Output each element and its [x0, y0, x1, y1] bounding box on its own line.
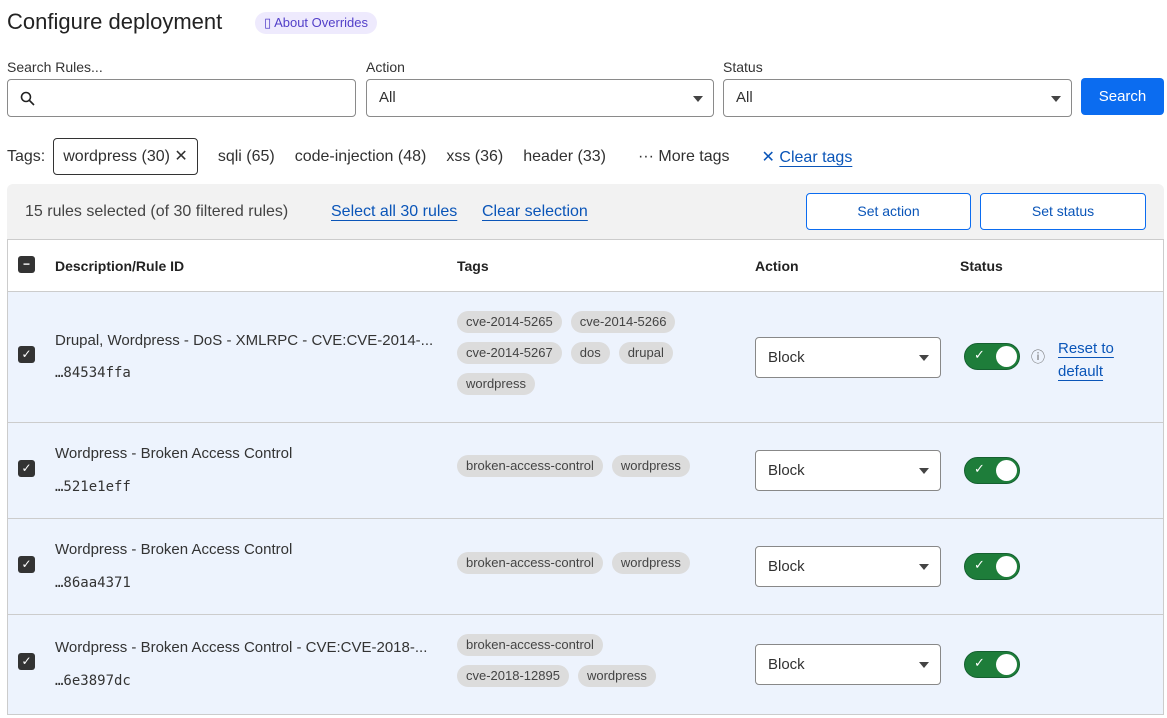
selection-summary: 15 rules selected (of 30 filtered rules) [25, 203, 289, 220]
caret-down-icon [919, 355, 929, 361]
row-checkbox[interactable]: ✓ [18, 346, 35, 363]
action-select[interactable]: Block [755, 644, 941, 685]
close-icon[interactable]: ✕ [174, 148, 188, 165]
rules-table: − Description/Rule ID Tags Action Status… [7, 239, 1164, 715]
rule-id: …521e1eff [55, 479, 131, 495]
tag-chip: cve-2014-5267 [457, 342, 562, 364]
ellipsis-icon: ··· [637, 147, 659, 165]
column-action: Action [755, 258, 799, 274]
search-input[interactable] [7, 79, 356, 117]
about-overrides-link[interactable]: ▯ About Overrides [255, 12, 377, 34]
more-tags-label: More tags [658, 147, 730, 165]
check-icon: ✓ [974, 655, 985, 670]
tag-option[interactable]: code-injection (48) [294, 147, 427, 165]
tag-chip: wordpress [457, 373, 535, 395]
row-checkbox[interactable]: ✓ [18, 556, 35, 573]
tag-chip: drupal [618, 342, 673, 364]
clear-selection-link[interactable]: Clear selection [482, 203, 588, 220]
action-value: Block [768, 656, 805, 673]
row-checkbox[interactable]: ✓ [18, 653, 35, 670]
select-all-checkbox[interactable]: − [18, 256, 35, 273]
check-icon: ✓ [974, 557, 985, 572]
caret-down-icon [919, 662, 929, 668]
status-toggle[interactable]: ✓ [964, 651, 1020, 678]
column-tags: Tags [457, 258, 489, 274]
status-label: Status [723, 59, 763, 75]
reset-to-default-link[interactable]: Reset to default [1058, 340, 1114, 380]
row-checkbox[interactable]: ✓ [18, 460, 35, 477]
action-select[interactable]: Block [755, 450, 941, 491]
set-action-button[interactable]: Set action [806, 193, 971, 230]
tag-chip: cve-2014-5265 [457, 311, 562, 333]
table-header: − Description/Rule ID Tags Action Status [8, 240, 1163, 292]
search-label: Search Rules... [7, 59, 103, 75]
status-toggle[interactable]: ✓ [964, 457, 1020, 484]
action-label: Action [366, 59, 405, 75]
check-icon: ✓ [974, 461, 985, 476]
tags-label: Tags: [7, 147, 46, 165]
select-all-link[interactable]: Select all 30 rules [331, 203, 458, 220]
more-tags-button[interactable]: ··· More tags [638, 148, 730, 166]
clear-tags-button[interactable]: ✕ Clear tags [762, 147, 853, 167]
set-status-button[interactable]: Set status [980, 193, 1146, 230]
rule-id: …6e3897dc [55, 673, 131, 689]
status-value: All [736, 89, 753, 106]
book-icon: ▯ [264, 15, 275, 30]
rule-description: Drupal, Wordpress - DoS - XMLRPC - CVE:C… [55, 332, 434, 349]
table-row: ✓ Drupal, Wordpress - DoS - XMLRPC - CVE… [8, 292, 1163, 423]
rule-description: Wordpress - Broken Access Control - CVE:… [55, 639, 428, 656]
action-select[interactable]: Block [755, 546, 941, 587]
column-status: Status [960, 258, 1003, 274]
info-icon[interactable]: ⓘ [1031, 349, 1045, 365]
about-label: About Overrides [274, 15, 368, 30]
status-select[interactable]: All [723, 79, 1072, 117]
tag-chip: broken-access-control [457, 455, 603, 477]
action-value: Block [768, 558, 805, 575]
action-value: All [379, 89, 396, 106]
status-toggle[interactable]: ✓ [964, 343, 1020, 370]
tag-option[interactable]: sqli (65) [217, 147, 275, 165]
tag-chip: broken-access-control [457, 634, 603, 656]
search-button[interactable]: Search [1081, 78, 1164, 115]
tag-chip: dos [570, 342, 610, 364]
table-row: ✓ Wordpress - Broken Access Control - CV… [8, 615, 1163, 715]
selection-bar: 15 rules selected (of 30 filtered rules)… [7, 184, 1164, 240]
close-icon: ✕ [761, 148, 780, 166]
tags-row: Tags: wordpress (30) ✕ sqli (65) code-in… [7, 138, 862, 175]
caret-down-icon [919, 564, 929, 570]
tag-chip: broken-access-control [457, 552, 603, 574]
search-icon [20, 91, 35, 106]
table-row: ✓ Wordpress - Broken Access Control …521… [8, 423, 1163, 519]
column-description: Description/Rule ID [55, 258, 185, 274]
table-row: ✓ Wordpress - Broken Access Control …86a… [8, 519, 1163, 615]
action-value: Block [768, 462, 805, 479]
tag-option[interactable]: header (33) [523, 147, 606, 165]
tag-chip: cve-2014-5266 [570, 311, 676, 333]
tag-chip: wordpress [611, 552, 690, 574]
rule-description: Wordpress - Broken Access Control [55, 445, 293, 462]
caret-down-icon [1051, 96, 1061, 102]
caret-down-icon [919, 468, 929, 474]
action-select[interactable]: All [366, 79, 714, 117]
action-value: Block [768, 349, 805, 366]
tag-chip: wordpress [611, 455, 690, 477]
selected-tag-wordpress[interactable]: wordpress (30) ✕ [53, 138, 198, 175]
tag-label: wordpress (30) [63, 148, 170, 165]
rule-id: …86aa4371 [55, 575, 131, 591]
status-toggle[interactable]: ✓ [964, 553, 1020, 580]
clear-tags-label: Clear tags [779, 148, 853, 166]
rule-id: …84534ffa [55, 365, 131, 381]
action-select[interactable]: Block [755, 337, 941, 378]
tag-chip: cve-2018-12895 [457, 665, 569, 687]
tag-chip: wordpress [577, 665, 656, 687]
page-title: Configure deployment [7, 9, 223, 34]
check-icon: ✓ [974, 347, 985, 362]
tag-option[interactable]: xss (36) [446, 147, 504, 165]
caret-down-icon [693, 96, 703, 102]
rule-description: Wordpress - Broken Access Control [55, 541, 293, 558]
